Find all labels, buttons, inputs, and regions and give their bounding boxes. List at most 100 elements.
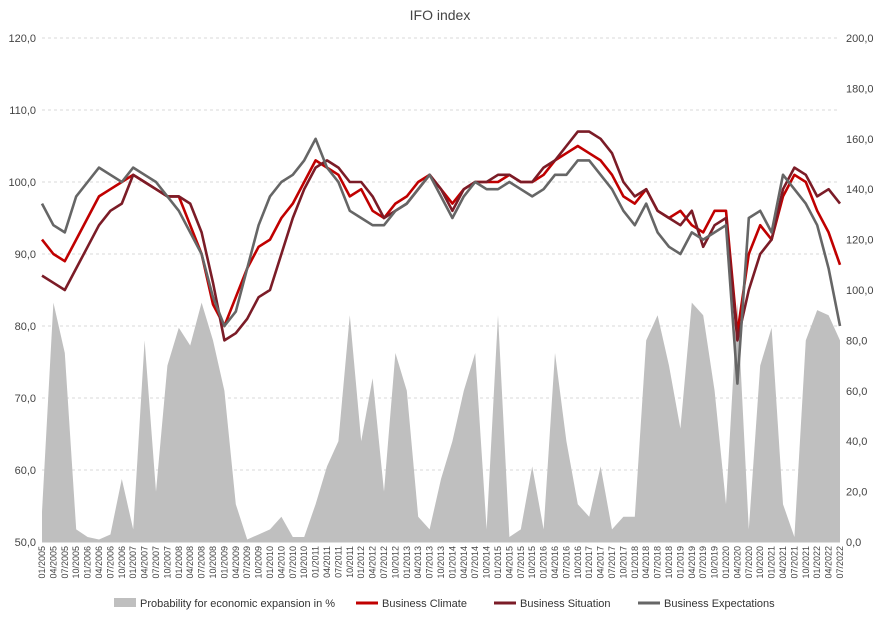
series-area-probability — [42, 302, 840, 542]
x-tick-label: 07/2020 — [744, 546, 754, 579]
x-tick-label: 07/2006 — [105, 546, 115, 579]
x-tick-label: 07/2015 — [516, 546, 526, 579]
x-tick-label: 04/2016 — [550, 546, 560, 579]
x-tick-label: 07/2014 — [470, 546, 480, 579]
x-tick-label: 10/2006 — [117, 546, 127, 579]
x-tick-label: 04/2019 — [687, 546, 697, 579]
x-tick-label: 01/2009 — [219, 546, 229, 579]
x-tick-label: 01/2007 — [128, 546, 138, 579]
x-tick-label: 07/2005 — [60, 546, 70, 579]
x-tick-label: 04/2022 — [824, 546, 834, 579]
x-tick-label: 10/2014 — [482, 546, 492, 579]
x-tick-label: 01/2016 — [539, 546, 549, 579]
y-left-tick-label: 120,0 — [8, 33, 36, 45]
y-right-tick-label: 180,0 — [846, 83, 874, 95]
y-right-tick-label: 20,0 — [846, 487, 867, 499]
x-tick-label: 07/2016 — [561, 546, 571, 579]
legend-label: Business Expectations — [664, 598, 775, 610]
x-tick-label: 04/2018 — [641, 546, 651, 579]
x-tick-label: 04/2007 — [140, 546, 150, 579]
line-layer — [40, 130, 842, 385]
x-tick-label: 04/2014 — [459, 546, 469, 579]
x-tick-label: 01/2014 — [447, 546, 457, 579]
y-right-tick-label: 100,0 — [846, 285, 874, 297]
x-tick-label: 07/2022 — [835, 546, 845, 579]
x-tick-label: 10/2007 — [162, 546, 172, 579]
y-left-tick-label: 110,0 — [9, 105, 36, 117]
chart-title: IFO index — [410, 7, 471, 23]
x-tick-label: 04/2013 — [413, 546, 423, 579]
x-tick-label: 01/2015 — [493, 546, 503, 579]
x-tick-label: 07/2012 — [379, 546, 389, 579]
y-right-tick-label: 40,0 — [846, 436, 867, 448]
y-right-tick-label: 0,0 — [846, 537, 861, 549]
x-tick-label: 04/2017 — [596, 546, 606, 579]
x-tick-label: 10/2015 — [527, 546, 537, 579]
x-tick-label: 10/2018 — [664, 546, 674, 579]
area-layer — [42, 302, 840, 542]
x-tick-label: 10/2008 — [208, 546, 218, 579]
legend: Probability for economic expansion in % B… — [114, 598, 775, 610]
x-tick-label: 07/2013 — [425, 546, 435, 579]
x-tick-label: 04/2008 — [185, 546, 195, 579]
x-tick-label: 04/2015 — [504, 546, 514, 579]
x-tick-label: 04/2012 — [368, 546, 378, 579]
x-tick-label: 04/2021 — [778, 546, 788, 579]
x-tick-label: 07/2011 — [333, 546, 343, 578]
x-tick-label: 01/2012 — [356, 546, 366, 579]
x-tick-label: 10/2019 — [710, 546, 720, 579]
x-tick-label: 01/2019 — [675, 546, 685, 579]
x-tick-label: 10/2013 — [436, 546, 446, 579]
x-tick-label: 04/2010 — [276, 546, 286, 579]
x-tick-label: 01/2010 — [265, 546, 275, 579]
legend-swatch-area — [114, 598, 136, 607]
series-line-business-expectations — [40, 137, 842, 385]
x-tick-label: 04/2011 — [322, 546, 332, 578]
x-tick-label: 07/2008 — [197, 546, 207, 579]
x-tick-label: 07/2017 — [607, 546, 617, 579]
y-right-tick-label: 120,0 — [846, 235, 874, 247]
x-tick-label: 04/2005 — [48, 546, 58, 579]
x-tick-label: 07/2018 — [653, 546, 663, 579]
x-tick-label: 10/2005 — [71, 546, 81, 579]
x-tick-label: 01/2011 — [311, 546, 321, 578]
legend-label: Probability for economic expansion in % — [140, 598, 335, 610]
y-right-tick-label: 60,0 — [846, 386, 867, 398]
legend-label: Business Situation — [520, 598, 611, 610]
x-tick-label: 10/2020 — [755, 546, 765, 579]
y-left-tick-label: 50,0 — [15, 537, 36, 549]
y-left-tick-label: 70,0 — [15, 393, 36, 405]
axis-layer: 50,0 60,0 70,0 80,0 90,0 100,0 110,0 120,0 0,0 20… — [8, 33, 873, 579]
y-right-tick-label: 160,0 — [846, 134, 874, 146]
legend-label: Business Climate — [382, 598, 467, 610]
x-tick-label: 10/2012 — [390, 546, 400, 579]
y-right-tick-label: 80,0 — [846, 335, 867, 347]
series-line-business-situation — [41, 130, 842, 342]
y-right-tick-label: 140,0 — [846, 184, 874, 196]
y-right-tick-label: 200,0 — [846, 33, 874, 45]
x-tick-label: 01/2008 — [174, 546, 184, 579]
x-tick-label: 10/2009 — [254, 546, 264, 579]
x-tick-label: 01/2017 — [584, 546, 594, 579]
x-tick-label: 04/2020 — [732, 546, 742, 579]
x-tick-label: 01/2013 — [402, 546, 412, 579]
y-left-tick-label: 80,0 — [15, 321, 36, 333]
series-line-business-climate — [40, 144, 842, 335]
x-tick-label: 10/2011 — [345, 546, 355, 578]
x-tick-label: 10/2010 — [299, 546, 309, 579]
x-tick-label: 10/2016 — [573, 546, 583, 579]
x-tick-label: 10/2021 — [801, 546, 811, 579]
x-tick-label: 01/2005 — [37, 546, 47, 579]
x-tick-label: 04/2009 — [231, 546, 241, 579]
x-tick-label: 04/2006 — [94, 546, 104, 579]
y-left-tick-label: 90,0 — [15, 249, 36, 261]
x-tick-label: 01/2006 — [83, 546, 93, 579]
x-tick-label: 07/2007 — [151, 546, 161, 579]
grid-layer — [42, 37, 840, 471]
y-left-tick-label: 100,0 — [8, 177, 36, 189]
x-tick-label: 07/2019 — [698, 546, 708, 579]
x-tick-label: 01/2022 — [812, 546, 822, 579]
x-tick-label: 01/2018 — [630, 546, 640, 579]
